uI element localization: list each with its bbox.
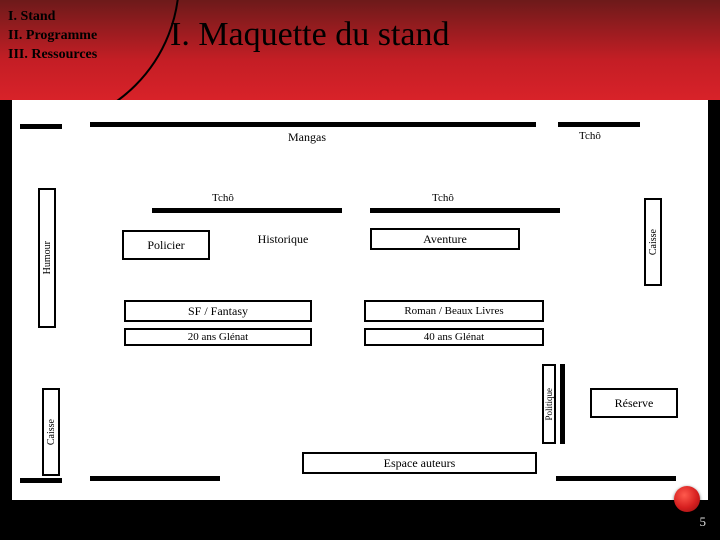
nav-list: I. Stand II. Programme III. Ressources — [8, 8, 97, 65]
plan-bar-bot-left — [90, 476, 220, 481]
plan-box-label-historique: Historique — [258, 232, 309, 247]
plan-label-tcho-1: Tchô — [212, 192, 234, 204]
plan-box-policier: Policier — [122, 230, 210, 260]
plan-bar-left-stub-t — [20, 124, 62, 129]
plan-box-label-humour: Humour — [42, 241, 53, 274]
plan-box-reserve: Réserve — [590, 388, 678, 418]
slide: I. Stand II. Programme III. Ressources I… — [0, 0, 720, 540]
nav-item-stand: I. Stand — [8, 8, 97, 27]
plan-box-label-roman: Roman / Beaux Livres — [404, 305, 503, 317]
plan-box-caisse-r: Caisse — [644, 198, 662, 286]
brand-logo — [674, 486, 700, 512]
plan-box-label-glenat20: 20 ans Glénat — [188, 331, 248, 343]
plan-box-label-aventure: Aventure — [423, 232, 467, 247]
nav-item-programme: II. Programme — [8, 27, 97, 46]
plan-box-label-glenat40: 40 ans Glénat — [424, 331, 484, 343]
plan-bar-mid-1 — [152, 208, 342, 213]
plan-bar-mid-2 — [370, 208, 560, 213]
plan-box-label-reserve: Réserve — [615, 396, 654, 411]
plan-box-politique: Politique — [542, 364, 556, 444]
plan-box-humour: Humour — [38, 188, 56, 328]
plan-bar-pol-bar — [560, 364, 565, 444]
plan-box-label-sf: SF / Fantasy — [188, 304, 248, 319]
plan-box-label-caisse-r: Caisse — [648, 229, 659, 255]
plan-box-label-politique: Politique — [544, 388, 554, 421]
plan-box-roman: Roman / Beaux Livres — [364, 300, 544, 322]
nav-item-ressources: III. Ressources — [8, 46, 97, 65]
plan-box-label-policier: Policier — [147, 238, 184, 253]
plan-box-caisse-l: Caisse — [42, 388, 60, 476]
plan-box-label-espace: Espace auteurs — [384, 456, 456, 471]
plan-bar-left-stub-b — [20, 478, 62, 483]
page-number: 5 — [700, 514, 707, 530]
floor-plan: Humour Policier Historique Aventure SF / Fan… — [12, 100, 708, 500]
plan-bar-bot-right — [556, 476, 676, 481]
plan-label-tcho-2: Tchô — [432, 192, 454, 204]
plan-box-aventure: Aventure — [370, 228, 520, 250]
page-title: I. Maquette du stand — [170, 16, 450, 54]
plan-bar-top-main — [90, 122, 536, 127]
plan-bar-top-right — [558, 122, 640, 127]
plan-box-historique: Historique — [228, 228, 338, 250]
plan-label-tcho-r: Tchô — [579, 130, 601, 142]
plan-label-mangas: Mangas — [288, 130, 326, 145]
plan-box-espace: Espace auteurs — [302, 452, 537, 474]
plan-box-glenat40: 40 ans Glénat — [364, 328, 544, 346]
plan-box-sf: SF / Fantasy — [124, 300, 312, 322]
plan-box-label-caisse-l: Caisse — [46, 419, 57, 445]
plan-box-glenat20: 20 ans Glénat — [124, 328, 312, 346]
